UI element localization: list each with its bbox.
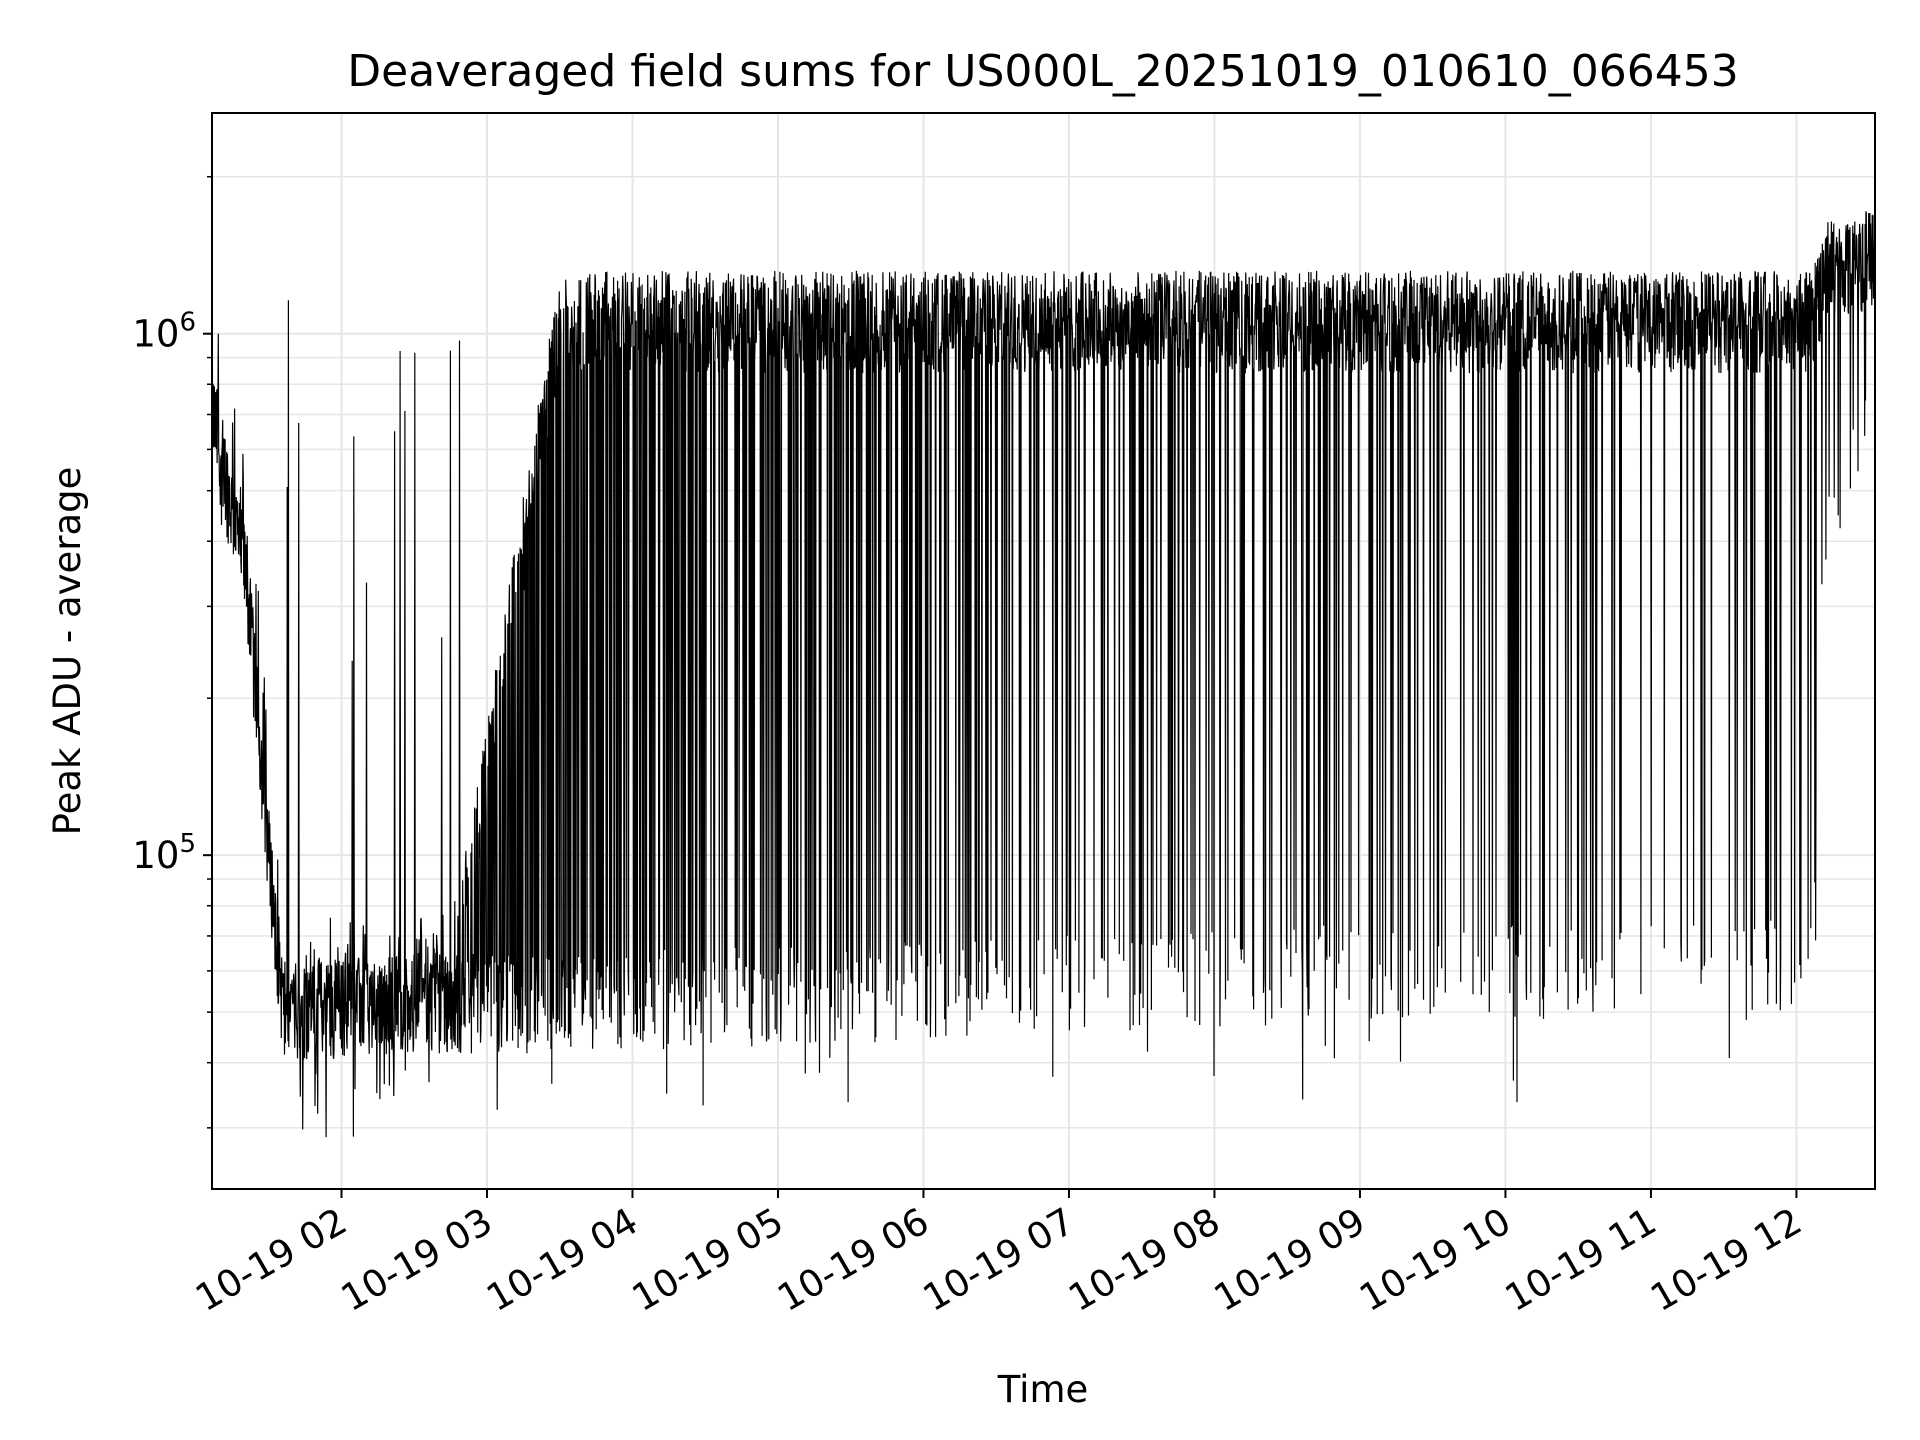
y-tick-label: 105 xyxy=(132,829,196,877)
plot-frame xyxy=(211,112,1876,1190)
x-tick-label: 10-19 05 xyxy=(625,1200,791,1320)
x-tick-label: 10-19 09 xyxy=(1207,1200,1373,1320)
x-tick-label: 10-19 08 xyxy=(1061,1200,1227,1320)
x-tick-label: 10-19 04 xyxy=(479,1200,645,1320)
series-line xyxy=(211,211,1876,1138)
x-tick-label: 10-19 07 xyxy=(916,1200,1082,1320)
x-axis-label: Time xyxy=(997,1368,1089,1411)
x-tick-label: 10-19 12 xyxy=(1643,1200,1809,1320)
y-axis-label: Peak ADU - average xyxy=(46,467,89,836)
x-tick-label: 10-19 11 xyxy=(1498,1200,1664,1320)
y-axis: 105 106 xyxy=(132,175,212,1129)
data-line xyxy=(211,211,1876,1138)
chart-title: Deaveraged field sums for US000L_2025101… xyxy=(347,46,1739,97)
x-tick-label: 10-19 03 xyxy=(334,1200,500,1320)
x-tick-label: 10-19 10 xyxy=(1352,1200,1518,1320)
x-tick-label: 10-19 06 xyxy=(770,1200,936,1320)
x-tick-label: 10-19 02 xyxy=(188,1200,354,1320)
y-tick-label: 106 xyxy=(132,308,196,356)
